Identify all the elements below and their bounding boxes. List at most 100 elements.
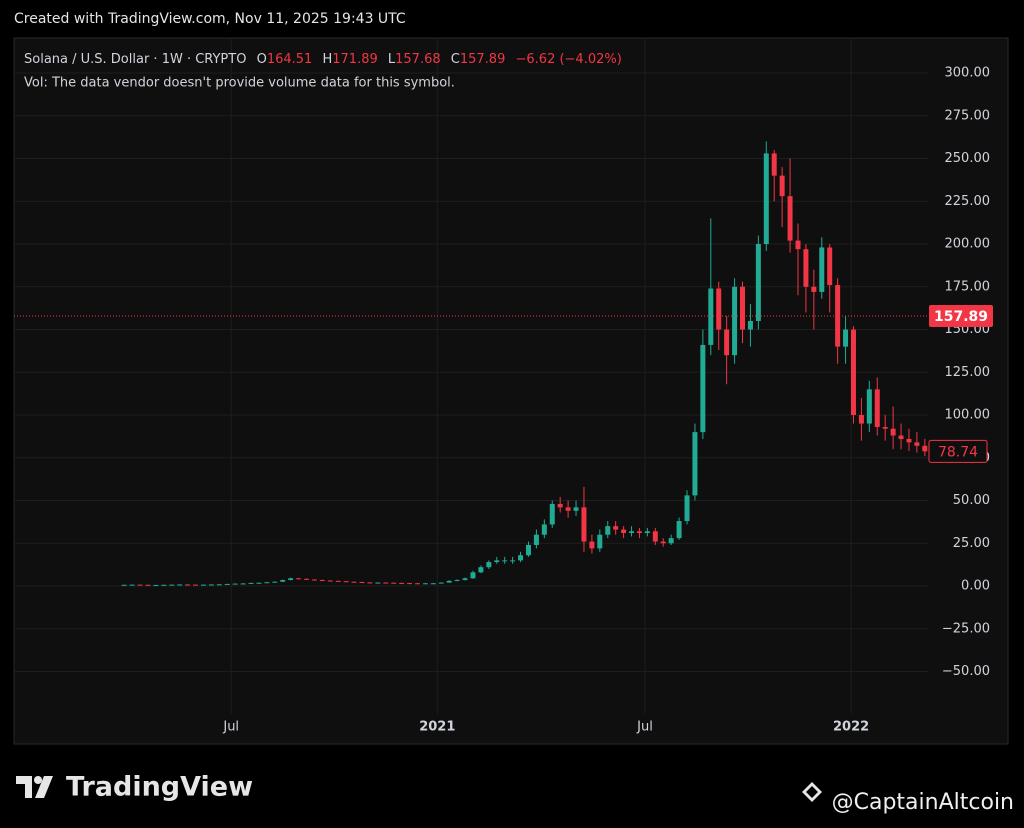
logo-shape	[16, 776, 32, 798]
candle-body	[311, 579, 317, 581]
candle-body	[177, 584, 183, 586]
candle-body	[779, 175, 785, 197]
last-close-label: 78.74	[938, 444, 978, 460]
y-tick-label: 225.00	[945, 194, 991, 209]
change: −6.62 (−4.02%)	[516, 52, 622, 67]
candle-body	[740, 286, 746, 330]
candle-body	[232, 583, 238, 585]
candle-body	[858, 415, 864, 424]
candle-body	[422, 583, 428, 585]
candle-body	[819, 247, 825, 292]
candle-body	[478, 567, 484, 573]
candle-body	[652, 531, 658, 542]
candle-body	[914, 442, 920, 446]
candle-body	[224, 583, 230, 585]
candle-body	[185, 584, 191, 586]
candle-body	[692, 432, 698, 496]
logo-shape	[35, 776, 53, 798]
y-tick-label: 25.00	[953, 536, 990, 551]
chart-panel	[13, 37, 1009, 745]
candle-body	[383, 582, 389, 584]
candle-body	[161, 584, 167, 586]
y-tick-label: 275.00	[945, 108, 991, 123]
candle-body	[502, 560, 508, 562]
candle-body	[573, 507, 579, 511]
candle-body	[803, 249, 809, 287]
candle-body	[906, 438, 912, 443]
watermark-icon	[802, 782, 822, 802]
candle-body	[882, 426, 888, 429]
candle-body	[597, 534, 603, 549]
candle-body	[454, 580, 460, 582]
x-tick-label: 2022	[833, 720, 869, 735]
candle-body	[256, 582, 262, 584]
candle-body	[145, 584, 151, 586]
candle-body	[407, 583, 413, 585]
symbol: Solana / U.S. Dollar · 1W · CRYPTO	[24, 52, 246, 67]
candle-body	[351, 581, 357, 583]
candle-body	[644, 531, 650, 534]
ohlc-label: H	[322, 52, 332, 67]
candle-body	[747, 320, 753, 330]
candle-body	[708, 288, 714, 345]
candle-body	[922, 445, 928, 452]
candle-body	[835, 285, 841, 347]
candle-body	[446, 580, 452, 583]
plot	[14, 141, 928, 586]
candle-body	[866, 389, 872, 424]
candle-body	[755, 244, 761, 321]
candle-body	[399, 582, 405, 584]
candle-body	[208, 584, 214, 586]
ohlc-value: 157.68	[395, 52, 441, 67]
candle-body	[795, 240, 801, 250]
candle-body	[684, 495, 690, 522]
ohlc-value: 164.51	[267, 52, 313, 67]
volume-note: Vol: The data vendor doesn't provide vol…	[24, 76, 455, 91]
candle-body	[629, 531, 635, 534]
y-tick-label: 100.00	[945, 408, 991, 423]
candle-body	[296, 578, 302, 580]
candle-body	[200, 584, 206, 586]
candle-body	[557, 503, 563, 508]
candle-body	[787, 196, 793, 241]
candle-body	[660, 541, 666, 544]
x-tick-label: 2021	[419, 720, 455, 735]
candle-body	[541, 524, 547, 535]
candle-body	[438, 582, 444, 584]
candle-body	[288, 578, 294, 581]
x-tick-label: Jul	[636, 720, 653, 735]
candle-body	[280, 580, 286, 582]
watermark: @CaptainAltcoin	[832, 790, 1014, 815]
candle-body	[462, 578, 468, 581]
candle-body	[248, 582, 254, 584]
last-close-box	[928, 439, 988, 463]
y-tick-label: 50.00	[953, 493, 990, 508]
candle-body	[391, 582, 397, 584]
y-tick-label: −25.00	[942, 621, 990, 636]
candle-body	[367, 582, 373, 584]
candle-body	[137, 584, 143, 586]
grid	[14, 38, 928, 714]
candle-body	[605, 526, 611, 535]
candle-body	[240, 583, 246, 585]
candle-body	[533, 534, 539, 545]
candle-body	[827, 247, 833, 286]
y-tick-label: −50.00	[942, 664, 990, 679]
brand-logo	[16, 776, 53, 798]
y-tick-label: 125.00	[945, 365, 991, 380]
y-tick-label: 175.00	[945, 279, 991, 294]
candle-body	[335, 580, 341, 582]
y-tick-label: 300.00	[945, 66, 991, 81]
candle-body	[470, 572, 476, 579]
candle-body	[375, 582, 381, 584]
ohlc-label: C	[451, 52, 460, 67]
candle-body	[121, 584, 127, 586]
y-tick-label: 250.00	[945, 151, 991, 166]
candle-body	[621, 529, 627, 534]
candle-body	[581, 507, 587, 542]
candle-body	[430, 583, 436, 585]
candle-body	[343, 581, 349, 583]
candle-body	[193, 584, 199, 586]
candle-body	[771, 153, 777, 176]
candle-body	[304, 578, 310, 580]
